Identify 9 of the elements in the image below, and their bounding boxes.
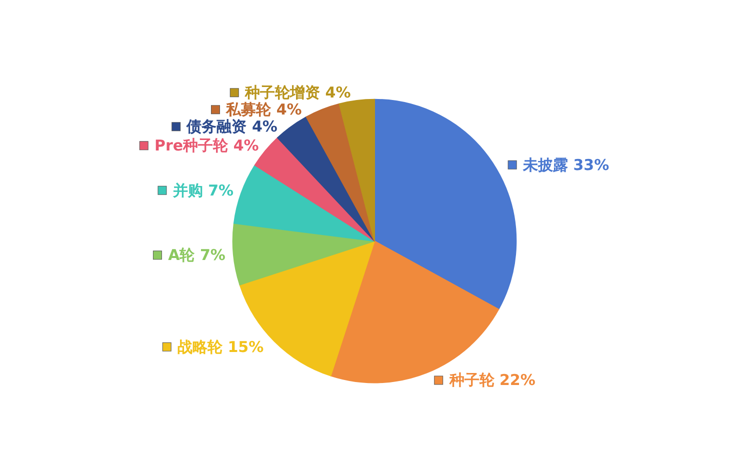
legend-label: Pre种子轮 4% xyxy=(154,136,259,155)
legend-label: 战略轮 15% xyxy=(178,338,264,356)
legend-label: 种子轮 22% xyxy=(448,371,536,390)
legend-label: 债务融资 4% xyxy=(186,118,278,136)
legend-label: A轮 7% xyxy=(168,246,226,264)
legend-label: 种子轮增资 4% xyxy=(244,84,351,102)
legend-label: 并购 7% xyxy=(172,181,234,200)
legend-label: 未披露 33% xyxy=(522,156,610,174)
legend-label: 私募轮 4% xyxy=(225,100,302,119)
